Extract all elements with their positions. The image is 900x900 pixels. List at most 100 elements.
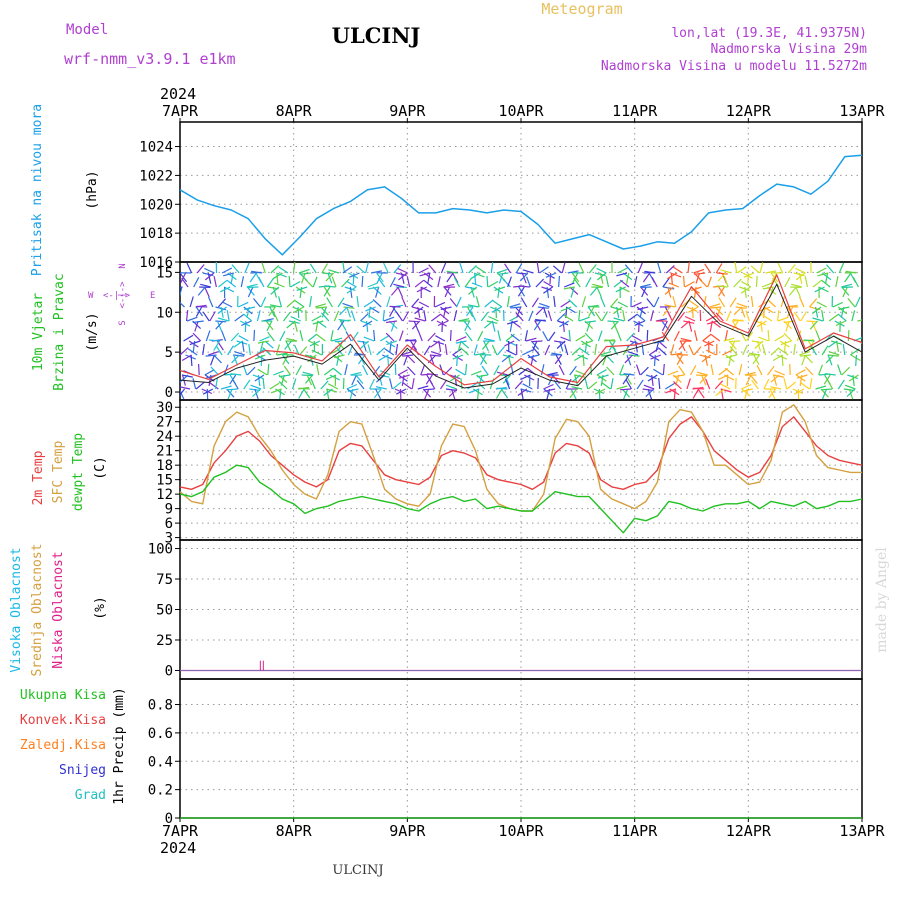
wind-barb (653, 296, 660, 308)
wind-barb (180, 286, 183, 289)
wind-barb (803, 339, 815, 342)
wind-barb (589, 286, 598, 296)
wind-barb (427, 272, 431, 284)
wind-barb (626, 340, 637, 348)
wind-barb (751, 379, 759, 390)
wind-barb (560, 306, 572, 312)
wind-barb (346, 383, 358, 390)
wind-barb (221, 330, 227, 342)
wind-barb (196, 305, 208, 308)
legend-conv-precip: Konvek.Kisa (20, 713, 106, 728)
wind-barb (440, 306, 452, 311)
wind-barb (619, 388, 632, 391)
wind-barb (491, 344, 498, 356)
wind-barb (800, 311, 807, 322)
wind-barb (434, 301, 446, 308)
wind-barb (610, 298, 619, 308)
y-tick-label: 3 (165, 531, 173, 547)
wind-barb (599, 272, 604, 284)
wind-barb (497, 330, 501, 342)
wind-barb (678, 340, 687, 350)
wind-barb (254, 374, 265, 382)
wind-barb (321, 306, 327, 318)
temperature-unit: (C) (93, 456, 108, 479)
wind-barb (633, 276, 638, 288)
wind-barb (504, 263, 512, 274)
wind-barb (702, 333, 712, 342)
product-title: Meteogram (541, 0, 622, 18)
wind-barb (390, 320, 396, 332)
wind-barb (185, 310, 189, 322)
wind-barb (293, 306, 304, 313)
wind-barb (683, 275, 686, 288)
bottom-time-ticks: 7APR 8APR 9APR 10APR 11APR 12APR 13APR (162, 818, 886, 840)
wind-barb (506, 349, 517, 356)
wind-barb (625, 374, 632, 385)
wind-barb (189, 340, 201, 346)
wind-barb (312, 320, 324, 325)
wind-barb (522, 349, 533, 356)
wind-barb (795, 267, 806, 274)
wind-barb (398, 272, 408, 281)
wind-barb (204, 267, 215, 274)
wind-barb (272, 310, 279, 322)
wind-barb (812, 317, 824, 322)
wind-barb (382, 310, 385, 322)
wind-barb (809, 378, 813, 390)
wind-barb (528, 354, 540, 359)
wind-barb (230, 373, 242, 376)
wind-barb (617, 301, 628, 308)
y-tick-label: 12 (156, 487, 173, 503)
wind-barb (331, 276, 337, 288)
wind-barb (222, 301, 233, 308)
wind-barb (750, 296, 754, 308)
pressure-unit: (hPa) (85, 170, 100, 209)
wind-barb (563, 314, 574, 322)
wind-barb (250, 384, 262, 390)
wind-barb (574, 374, 579, 386)
wind-barb (651, 277, 658, 288)
wind-barb (519, 272, 529, 282)
wind-barb (496, 268, 508, 274)
wind-barb (298, 268, 310, 274)
wind-barb (760, 320, 763, 332)
y-tick-label: 5 (165, 345, 173, 361)
wind-barb (502, 278, 511, 288)
high-cloud-ylabel: Visoka Oblacnost (9, 547, 24, 672)
wind-barb (617, 267, 628, 274)
wind-barb (671, 352, 683, 356)
wind-barb (284, 340, 292, 350)
wind-barb (257, 340, 269, 344)
wind-barb (411, 378, 415, 390)
wind-barb (397, 286, 403, 298)
wind-barb (767, 365, 775, 376)
wind-barb (785, 320, 790, 332)
wind-barb (581, 340, 593, 346)
wind-barb (424, 388, 430, 400)
wind-barb (496, 346, 505, 356)
wind-barb (493, 365, 500, 376)
wind-barb (310, 378, 316, 390)
wind-barb (376, 272, 383, 284)
wind-barb (492, 300, 503, 308)
wind-barb (584, 378, 589, 390)
wind-barb (696, 371, 708, 376)
wind-barb (610, 320, 620, 330)
wind-barb (208, 351, 219, 356)
wind-barb (323, 286, 331, 297)
wind-barb (720, 269, 732, 274)
wind-barb (267, 363, 270, 376)
wind-barb (262, 347, 272, 356)
wind-barb (363, 300, 374, 308)
wind-barb (835, 320, 847, 327)
wind-barb (481, 365, 489, 376)
wind-barb (768, 388, 777, 399)
wind-barb (759, 306, 771, 312)
temp2m-ylabel: 2m Temp (31, 450, 46, 505)
wind-barb (635, 364, 641, 376)
wind-barb (218, 279, 228, 288)
wind-barb (625, 379, 633, 390)
wind-barb (678, 365, 686, 376)
wind-barb (558, 364, 565, 376)
